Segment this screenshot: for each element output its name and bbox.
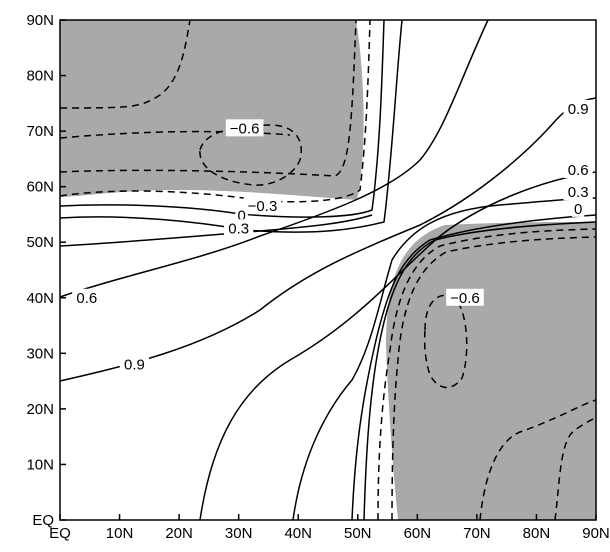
contour-label-background <box>243 197 282 215</box>
contour-line-neg03-upper-left-b <box>59 19 371 203</box>
contour-label-background <box>563 99 593 117</box>
contour-label: 0.6 <box>568 162 589 179</box>
contour-label: 0 <box>574 201 582 218</box>
contour-label-background <box>72 288 102 306</box>
contour-label: −0.3 <box>248 198 278 215</box>
contour-line-pos03-lower-right <box>351 214 597 521</box>
y-tick-label: 90N <box>26 12 54 29</box>
contour-line-neg03-lower-right-b <box>391 236 597 521</box>
x-tick-label: 90N <box>582 525 610 542</box>
contour-label: −0.6 <box>450 290 480 307</box>
x-tick-label: EQ <box>49 525 71 542</box>
contour-label-background <box>225 119 264 137</box>
y-tick-label: 50N <box>26 234 54 251</box>
contour-label-background <box>563 161 593 178</box>
contour-line-pos06-diagonal <box>59 19 489 298</box>
contour-label: −0.6 <box>230 120 260 137</box>
contour-label: 0.3 <box>568 184 589 201</box>
x-tick-label: 40N <box>284 525 312 542</box>
plot-frame <box>59 19 597 521</box>
contour-label: 0 <box>237 208 245 225</box>
y-tick-label: 30N <box>26 345 54 362</box>
contour-line-pos06-lower-right <box>292 197 597 521</box>
contour-line-neg03-lower-right-c <box>479 399 597 521</box>
axis-ticks <box>59 19 597 521</box>
negative-region-upper-left <box>60 20 364 200</box>
y-tick-label: 20N <box>26 401 54 418</box>
contour-label-background <box>235 206 248 224</box>
y-tick-label: 40N <box>26 290 54 307</box>
contour-labels: −0.6−0.300.30.60.90.90.60.30−0.6 <box>72 99 593 373</box>
x-tick-label: 80N <box>523 525 551 542</box>
contour-label: 0.9 <box>568 101 589 118</box>
contour-line-neg06-lower-right-corner <box>554 417 597 521</box>
contour-line-neg06-upper-left-outer <box>59 19 191 109</box>
x-tick-label: 60N <box>404 525 432 542</box>
contour-label: 0.3 <box>228 220 249 237</box>
contour-line-pos03-upper <box>59 19 403 233</box>
contour-label-background <box>571 199 585 217</box>
contour-line-neg06-upper-left-loop <box>199 124 302 186</box>
x-tick-label: 10N <box>106 525 134 542</box>
contour-line-pos09-diagonal <box>59 97 597 382</box>
y-tick-label: EQ <box>32 512 54 529</box>
x-axis-tick-labels: EQ 10N 20N 30N 40N 50N 60N 70N 80N 90N <box>49 525 610 542</box>
contour-line-neg06-upper-left-arc <box>59 130 291 139</box>
y-tick-label: 60N <box>26 179 54 196</box>
contour-label-background <box>446 288 484 306</box>
x-tick-label: 70N <box>463 525 491 542</box>
contour-line-neg06-lower-right-loop <box>423 294 468 389</box>
x-tick-label: 20N <box>165 525 193 542</box>
contour-label-background <box>224 219 254 237</box>
contour-line-neg03-lower-right-a <box>377 228 597 521</box>
y-axis-tick-labels: EQ 10N 20N 30N 40N 50N 60N 70N 80N 90N <box>26 12 54 529</box>
y-tick-label: 80N <box>26 68 54 85</box>
contour-line-pos09-upper-right <box>199 171 597 521</box>
x-tick-label: 30N <box>225 525 253 542</box>
contour-label-background <box>119 355 150 373</box>
contour-label: 0.6 <box>76 290 97 307</box>
negative-region-lower-right <box>386 222 596 520</box>
y-tick-label: 10N <box>26 456 54 473</box>
contour-label-background <box>563 183 593 201</box>
contour-line-zero-upper <box>59 19 385 218</box>
contour-lines <box>59 19 597 521</box>
x-tick-label: 50N <box>344 525 372 542</box>
y-tick-label: 70N <box>26 123 54 140</box>
contour-label: 0.9 <box>124 356 145 373</box>
contour-line-zero-lower-right <box>363 221 597 521</box>
